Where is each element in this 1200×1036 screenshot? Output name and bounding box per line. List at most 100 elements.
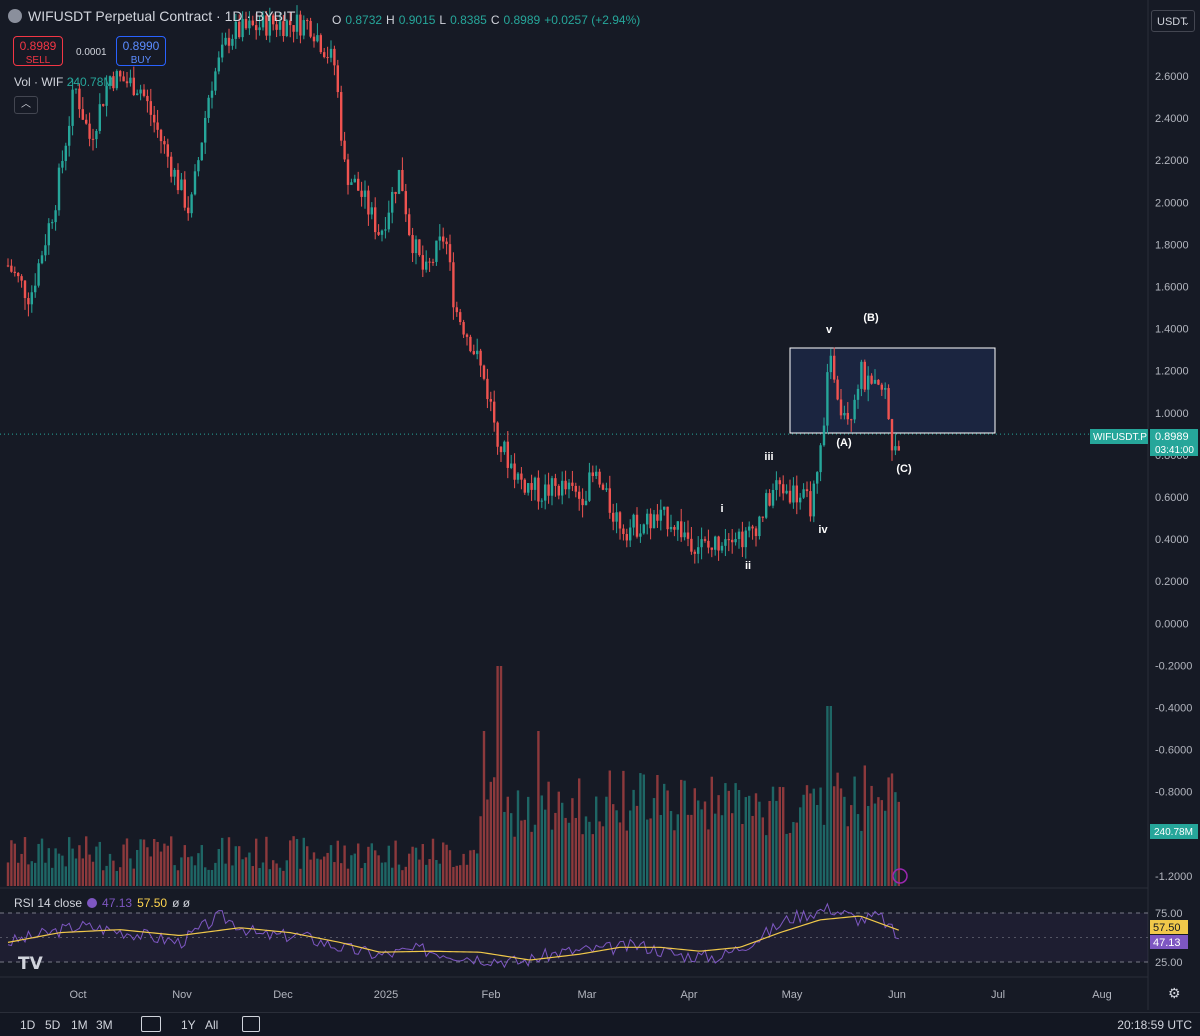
volume-bar xyxy=(601,826,605,886)
rsi-axis-25: 25.00 xyxy=(1155,957,1183,969)
candle xyxy=(812,483,815,517)
rsi-ma-value: 57.50 xyxy=(137,896,168,910)
candle xyxy=(639,533,642,537)
timeframe-1y[interactable]: 1Y xyxy=(181,1018,196,1032)
volume-bar xyxy=(605,796,608,886)
candle xyxy=(102,104,105,106)
candle xyxy=(309,20,312,37)
candle xyxy=(173,169,176,177)
lightning-icon xyxy=(892,868,908,884)
candle xyxy=(690,538,693,552)
symbol-header[interactable]: WIFUSDT Perpetual Contract · 1D · BYBIT xyxy=(8,8,295,24)
ohlc-change: +0.0257 (+2.94%) xyxy=(544,13,641,27)
volume-bar xyxy=(136,849,139,886)
volume-bar xyxy=(234,846,237,886)
volume-bar xyxy=(326,852,329,886)
volume-bar xyxy=(673,830,676,886)
timeframe-5d[interactable]: 5D xyxy=(45,1018,61,1032)
volume-bar xyxy=(618,822,622,886)
volume-bar xyxy=(775,800,778,886)
candle xyxy=(146,95,149,102)
candle xyxy=(115,71,118,89)
volume-bar xyxy=(642,774,645,886)
volume-bar xyxy=(799,807,802,886)
sell-button[interactable]: 0.8989 SELL xyxy=(13,36,63,66)
candle xyxy=(669,526,673,530)
volume-bar xyxy=(207,869,210,886)
candle xyxy=(343,140,346,160)
volume-value: 240.78M xyxy=(66,75,114,89)
currency-select[interactable]: USDT ⌄ xyxy=(1151,10,1195,32)
time-axis-label: 2025 xyxy=(374,989,398,1001)
timeframe-3m[interactable]: 3M xyxy=(96,1018,113,1032)
price-axis-label: 0.6000 xyxy=(1155,492,1189,504)
price-chart[interactable]: 2.6000 2.4000 2.2000 2.0000 1.8000 1.6000 1.40… xyxy=(0,0,1200,1012)
candle xyxy=(809,491,812,517)
volume-bar xyxy=(663,783,666,886)
volume-bar xyxy=(44,862,47,886)
rsi-settings-icon[interactable] xyxy=(87,898,98,908)
volume-bar xyxy=(295,839,299,886)
candle xyxy=(227,37,231,46)
candle xyxy=(761,516,764,518)
gear-icon[interactable]: ⚙ xyxy=(1168,985,1181,1001)
volume-bar xyxy=(758,801,761,886)
candle xyxy=(748,526,751,531)
candle xyxy=(816,472,819,484)
candle xyxy=(61,161,64,168)
volume-bar xyxy=(516,790,520,886)
candle xyxy=(357,178,360,191)
candle xyxy=(428,261,431,263)
timeframe-1m[interactable]: 1M xyxy=(71,1018,88,1032)
candle xyxy=(275,24,278,30)
candle xyxy=(771,489,775,506)
wave-label: iv xyxy=(818,524,828,536)
timeframe-1d[interactable]: 1D xyxy=(20,1018,36,1032)
volume-bar xyxy=(173,865,176,886)
volume-bar xyxy=(210,869,214,886)
candle xyxy=(605,488,608,490)
volume-bar xyxy=(469,850,472,886)
volume-bar xyxy=(112,860,115,886)
volume-bar xyxy=(748,795,751,886)
buy-button[interactable]: 0.8990 BUY xyxy=(116,36,166,66)
volume-bar xyxy=(782,787,785,886)
bottom-toolbar: 1D 5D 1M 3M 1Y All 20:18:59 UTC xyxy=(0,1012,1200,1036)
candle xyxy=(105,85,108,106)
volume-bar xyxy=(346,868,350,886)
volume-bar xyxy=(51,867,54,886)
volume-bar xyxy=(513,836,516,886)
wave-label: iii xyxy=(764,451,773,463)
candle xyxy=(71,89,74,126)
candle xyxy=(792,485,795,503)
volume-bar xyxy=(856,814,860,886)
volume-bar xyxy=(710,776,713,886)
volume-bar xyxy=(527,796,530,886)
candle xyxy=(418,239,421,256)
image-icon[interactable] xyxy=(141,1016,161,1032)
volume-bar xyxy=(839,788,843,886)
buy-label: BUY xyxy=(130,55,152,66)
candle xyxy=(401,169,404,192)
rsi-badge-bg xyxy=(1150,935,1188,949)
volume-bar xyxy=(683,780,686,886)
timeframe-all[interactable]: All xyxy=(205,1018,219,1032)
volume-bar xyxy=(37,843,40,886)
calendar-icon[interactable] xyxy=(242,1016,260,1032)
volume-bar xyxy=(323,856,326,886)
volume-bar xyxy=(309,859,312,886)
candle xyxy=(387,212,390,230)
volume-bar xyxy=(397,864,401,886)
volume-bar xyxy=(98,841,101,886)
candle xyxy=(758,516,761,537)
volume-bar xyxy=(887,777,890,886)
candle xyxy=(615,512,618,522)
candle xyxy=(863,361,866,390)
volume-bar xyxy=(217,849,220,886)
wave-label: (A) xyxy=(836,437,852,449)
volume-bar xyxy=(649,818,652,886)
price-axis-label: 0.2000 xyxy=(1155,576,1189,588)
volume-bar xyxy=(302,837,305,886)
candle xyxy=(544,484,547,501)
chevron-up-icon[interactable]: ︿ xyxy=(14,96,38,114)
